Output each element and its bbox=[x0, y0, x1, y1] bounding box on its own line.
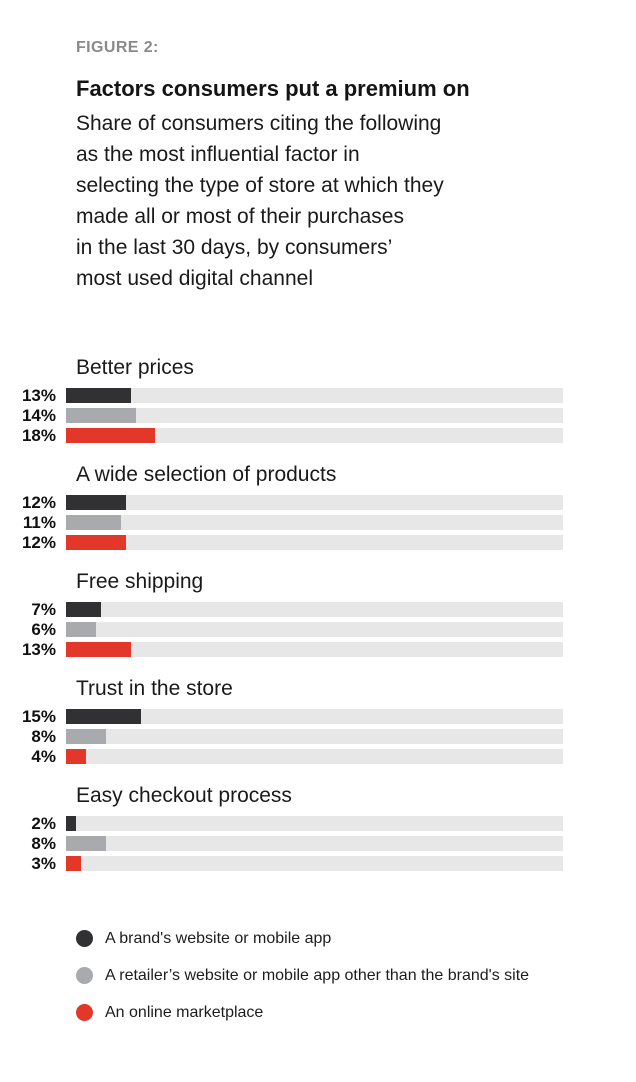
value-label: 14% bbox=[21, 406, 56, 425]
value-label: 13% bbox=[21, 386, 56, 405]
bar-row: 8% bbox=[0, 727, 563, 746]
value-label: 18% bbox=[21, 426, 56, 445]
chart-title: Factors consumers put a premium on bbox=[76, 76, 470, 101]
bar-fill bbox=[66, 816, 76, 831]
bar-fill bbox=[66, 535, 126, 550]
bar-track bbox=[66, 622, 563, 637]
value-label: 15% bbox=[21, 707, 56, 726]
bar-fill bbox=[66, 428, 156, 443]
value-label: 12% bbox=[21, 533, 56, 552]
bar-row: 6% bbox=[0, 620, 563, 639]
bar-fill bbox=[66, 709, 141, 724]
bar-row: 13% bbox=[0, 640, 563, 659]
bar-row: 11% bbox=[0, 513, 563, 532]
value-label: 8% bbox=[31, 727, 56, 746]
bar-fill bbox=[66, 602, 101, 617]
bar-fill bbox=[66, 515, 121, 530]
legend-item-brand: A brand's website or mobile app bbox=[76, 929, 636, 948]
category-title: A wide selection of products bbox=[76, 463, 337, 486]
legend-label: A brand's website or mobile app bbox=[105, 930, 332, 947]
bar-track bbox=[66, 856, 563, 871]
bar-fill bbox=[66, 836, 106, 851]
bar-fill bbox=[66, 388, 131, 403]
bar-track bbox=[66, 642, 563, 657]
bar-row: 12% bbox=[0, 493, 563, 512]
bar-fill bbox=[66, 729, 106, 744]
bar-fill bbox=[66, 495, 126, 510]
legend-item-marketplace: An online marketplace bbox=[76, 1003, 636, 1022]
value-label: 7% bbox=[31, 600, 56, 619]
chart-section: Free shipping 7% 6% 13% bbox=[0, 570, 563, 659]
bar-fill bbox=[66, 642, 131, 657]
value-label: 2% bbox=[31, 814, 56, 833]
bar-track bbox=[66, 729, 563, 744]
bar-track bbox=[66, 836, 563, 851]
bar-track bbox=[66, 816, 563, 831]
value-label: 11% bbox=[22, 513, 56, 532]
marketplace-color-dot bbox=[76, 1004, 93, 1021]
bar-row: 3% bbox=[0, 854, 563, 873]
bar-row: 15% bbox=[0, 707, 563, 726]
bar-row: 13% bbox=[0, 386, 563, 405]
bar-fill bbox=[66, 622, 96, 637]
value-label: 13% bbox=[21, 640, 56, 659]
bar-track bbox=[66, 388, 563, 403]
bar-track bbox=[66, 535, 563, 550]
bar-track bbox=[66, 515, 563, 530]
bar-track bbox=[66, 602, 563, 617]
bar-fill bbox=[66, 856, 81, 871]
legend-label: An online marketplace bbox=[105, 1004, 264, 1021]
category-title: Better prices bbox=[76, 356, 194, 379]
chart-section: A wide selection of products 12% 11% 12% bbox=[0, 463, 563, 552]
chart-section: Trust in the store 15% 8% 4% bbox=[0, 677, 563, 766]
bar-fill bbox=[66, 749, 86, 764]
bar-row: 2% bbox=[0, 814, 563, 833]
retailer-color-dot bbox=[76, 967, 93, 984]
bar-row: 7% bbox=[0, 600, 563, 619]
value-label: 4% bbox=[31, 747, 56, 766]
bar-track bbox=[66, 749, 563, 764]
bar-row: 8% bbox=[0, 834, 563, 853]
bar-track bbox=[66, 709, 563, 724]
figure-label: FIGURE 2: bbox=[76, 39, 159, 56]
bar-track bbox=[66, 495, 563, 510]
chart-subtitle: Share of consumers citing the following … bbox=[76, 112, 444, 290]
legend-label: A retailer’s website or mobile app other… bbox=[105, 967, 530, 984]
brand-color-dot bbox=[76, 930, 93, 947]
value-label: 12% bbox=[21, 493, 56, 512]
value-label: 8% bbox=[31, 834, 56, 853]
category-title: Trust in the store bbox=[76, 677, 233, 700]
chart-section: Better prices 13% 14% 18% bbox=[0, 356, 563, 445]
category-title: Easy checkout process bbox=[76, 784, 292, 807]
grouped-bar-chart: Better prices 13% 14% 18% A wide selection o… bbox=[0, 356, 563, 873]
chart-section: Easy checkout process 2% 8% 3% bbox=[0, 784, 563, 873]
bar-row: 12% bbox=[0, 533, 563, 552]
bar-track bbox=[66, 428, 563, 443]
bar-row: 18% bbox=[0, 426, 563, 445]
value-label: 3% bbox=[31, 854, 56, 873]
bar-row: 4% bbox=[0, 747, 563, 766]
bar-track bbox=[66, 408, 563, 423]
category-title: Free shipping bbox=[76, 570, 204, 593]
chart-legend: A brand's website or mobile app A retail… bbox=[76, 929, 636, 1022]
value-label: 6% bbox=[31, 620, 56, 639]
bar-fill bbox=[66, 408, 136, 423]
bar-row: 14% bbox=[0, 406, 563, 425]
header: FIGURE 2: Factors consumers put a premiu… bbox=[0, 0, 636, 294]
legend-item-retailer: A retailer’s website or mobile app other… bbox=[76, 966, 636, 985]
